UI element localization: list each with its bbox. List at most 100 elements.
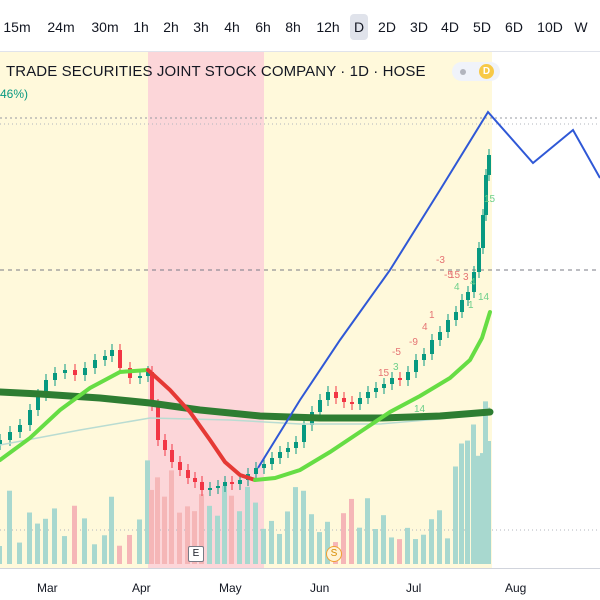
- interval-badge[interactable]: D: [452, 62, 500, 81]
- candle-body: [216, 486, 220, 488]
- candle-body: [18, 425, 22, 432]
- annotation-label: 15: [378, 368, 390, 379]
- timeframe-30m[interactable]: 30m: [91, 19, 119, 35]
- volume-bar: [341, 513, 346, 564]
- candle-body: [294, 442, 298, 448]
- volume-bar: [349, 498, 354, 564]
- annotation-label: 4: [422, 322, 428, 333]
- timeframe-5d[interactable]: 5D: [473, 19, 491, 35]
- price-change: 46%): [0, 87, 29, 101]
- candle-body: [466, 292, 470, 300]
- zone-yellow-1: [0, 52, 148, 568]
- time-label-jun: Jun: [310, 581, 330, 595]
- candle-body: [262, 464, 266, 468]
- annotation-label: -9: [409, 337, 418, 348]
- timeframe-3d[interactable]: 3D: [410, 19, 428, 35]
- volume-bar: [185, 506, 190, 564]
- timeframe-2h[interactable]: 2h: [163, 19, 179, 35]
- candle-body: [358, 398, 362, 404]
- volume-bar: [261, 528, 266, 564]
- volume-bar: [437, 510, 442, 564]
- annotation-label: 1: [468, 300, 474, 311]
- candle-body: [302, 425, 306, 442]
- timeframe-6h[interactable]: 6h: [255, 19, 271, 35]
- volume-bar: [317, 532, 322, 564]
- candle-body: [254, 468, 258, 474]
- candle-body: [390, 378, 394, 384]
- candle-body: [334, 392, 338, 398]
- earnings-marker[interactable]: E: [188, 546, 204, 562]
- timeframe-24m[interactable]: 24m: [47, 19, 75, 35]
- time-label-apr: Apr: [132, 581, 151, 595]
- candle-body: [318, 400, 322, 412]
- annotation-label: 3: [463, 272, 469, 283]
- candle-body: [238, 480, 242, 484]
- timeframe-8h[interactable]: 8h: [285, 19, 301, 35]
- split-marker[interactable]: S: [326, 546, 342, 562]
- volume-bar: [169, 470, 174, 564]
- volume-bar: [0, 546, 2, 564]
- volume-bar: [277, 533, 282, 564]
- timeframe-1h[interactable]: 1h: [133, 19, 149, 35]
- volume-bar: [325, 521, 330, 564]
- timeframe-4h[interactable]: 4h: [224, 19, 240, 35]
- timeframe-d[interactable]: D: [350, 14, 368, 40]
- candle-body: [193, 478, 197, 482]
- annotation-label: 1: [429, 310, 435, 321]
- volume-bar: [237, 511, 242, 564]
- timeframe-15m[interactable]: 15m: [3, 19, 31, 35]
- candle-body: [414, 360, 418, 372]
- volume-bar: [215, 515, 220, 564]
- candle-body: [422, 354, 426, 360]
- candle-body: [28, 410, 32, 425]
- time-label-mar: Mar: [37, 581, 58, 595]
- volume-bar: [421, 534, 426, 564]
- volume-bar: [199, 494, 204, 564]
- time-label-may: May: [219, 581, 242, 595]
- candle-body: [406, 372, 410, 380]
- volume-bar: [365, 498, 370, 564]
- volume-bar: [27, 512, 32, 564]
- volume-bar: [162, 496, 167, 564]
- status-dot-icon: [460, 69, 466, 75]
- volume-bar: [229, 495, 234, 564]
- annotation-label: 15: [449, 270, 461, 281]
- candle-body: [103, 356, 107, 360]
- candle-body: [484, 175, 488, 215]
- timeframe-w[interactable]: W: [574, 19, 588, 35]
- timeframe-2d[interactable]: 2D: [378, 19, 396, 35]
- volume-bar: [453, 466, 458, 564]
- volume-bar: [177, 512, 182, 564]
- volume-bar: [483, 401, 488, 564]
- timeframe-4d[interactable]: 4D: [441, 19, 459, 35]
- volume-bar: [35, 523, 40, 564]
- volume-bar: [301, 490, 306, 564]
- volume-bar: [102, 535, 107, 564]
- annotation-label: 14: [478, 292, 490, 303]
- timeframe-10d[interactable]: 10D: [537, 19, 563, 35]
- candle-body: [73, 370, 77, 375]
- time-axis[interactable]: Mar Apr May Jun Jul Aug: [0, 568, 600, 600]
- volume-bar: [381, 515, 386, 564]
- candle-body: [430, 340, 434, 354]
- timeframe-12h[interactable]: 12h: [316, 19, 340, 35]
- volume-bar: [471, 424, 476, 564]
- volume-bar: [192, 511, 197, 564]
- volume-bar: [149, 489, 154, 564]
- interval-badge-letter: D: [479, 64, 494, 79]
- volume-bar: [43, 518, 48, 564]
- volume-bar: [52, 508, 57, 564]
- volume-bar: [357, 527, 362, 564]
- volume-bar: [285, 511, 290, 564]
- price-chart[interactable]: 15 3 -5 -9 4 1 14 -3 -5 15 3 4 1 4 14 15: [0, 52, 600, 568]
- annotation-label: 14: [414, 404, 426, 415]
- timeframe-6d[interactable]: 6D: [505, 19, 523, 35]
- timeframe-3h[interactable]: 3h: [193, 19, 209, 35]
- candle-body: [0, 440, 2, 444]
- time-label-aug: Aug: [505, 581, 527, 595]
- volume-bar: [445, 538, 450, 564]
- volume-bar: [476, 455, 481, 564]
- volume-bar: [92, 544, 97, 564]
- candle-body: [460, 300, 464, 312]
